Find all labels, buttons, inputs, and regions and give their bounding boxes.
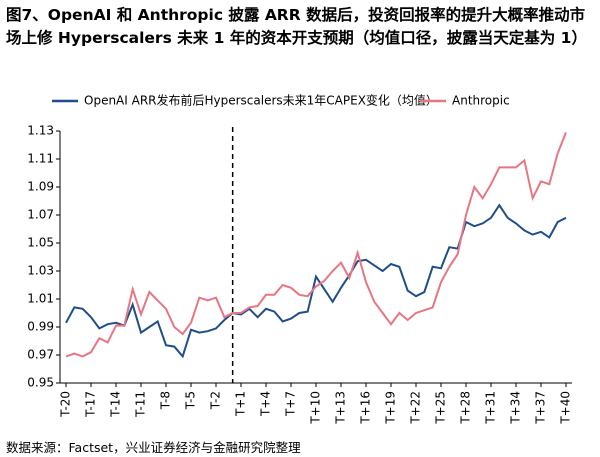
chart-title: 图7、OpenAI 和 Anthropic 披露 ARR 数据后，投资回报率的提… bbox=[6, 6, 587, 47]
x-tick-label: T+19 bbox=[384, 391, 398, 425]
y-tick-label: 1.11 bbox=[27, 152, 54, 166]
x-tick-label: T-11 bbox=[134, 391, 148, 418]
x-tick-label: T+40 bbox=[559, 391, 573, 425]
x-tick-label: T+10 bbox=[309, 391, 323, 425]
x-tick-label: T+16 bbox=[359, 391, 373, 425]
x-tick-label: T-14 bbox=[109, 391, 123, 418]
source-note: 数据来源：Factset，兴业证券经济与金融研究院整理 bbox=[6, 440, 301, 455]
x-tick-label: T-20 bbox=[59, 391, 73, 418]
y-tick-label: 0.95 bbox=[27, 376, 54, 390]
x-tick-label: T+22 bbox=[409, 391, 423, 425]
y-tick-label: 1.07 bbox=[27, 208, 54, 222]
x-tick-label: T+25 bbox=[434, 391, 448, 425]
line-series bbox=[65, 132, 567, 358]
x-tick-label: T+4 bbox=[259, 391, 273, 417]
x-tick-label: T+28 bbox=[459, 391, 473, 425]
legend-label: OpenAI ARR发布前后Hyperscalers未来1年CAPEX变化（均值… bbox=[84, 93, 438, 108]
x-tick-label: T+37 bbox=[534, 391, 548, 425]
legend-label: Anthropic bbox=[452, 94, 510, 108]
x-tick-label: T-8 bbox=[159, 391, 173, 410]
y-tick-label: 1.05 bbox=[27, 236, 54, 250]
x-tick-label: T+7 bbox=[284, 391, 298, 417]
x-tick-label: T-5 bbox=[184, 391, 198, 410]
x-tick-label: T-17 bbox=[84, 391, 98, 418]
y-tick-label: 0.99 bbox=[27, 320, 54, 334]
line-series bbox=[65, 203, 567, 359]
y-tick-label: 1.09 bbox=[27, 180, 54, 194]
y-tick-label: 1.01 bbox=[27, 292, 54, 306]
y-tick-label: 0.97 bbox=[27, 348, 54, 362]
x-tick-label: T+1 bbox=[234, 391, 248, 417]
x-tick-label: T+31 bbox=[484, 391, 498, 425]
y-tick-label: 1.13 bbox=[27, 124, 54, 138]
x-tick-label: T+13 bbox=[334, 391, 348, 425]
x-tick-label: T-2 bbox=[209, 391, 223, 410]
y-tick-label: 1.03 bbox=[27, 264, 54, 278]
x-tick-label: T+34 bbox=[509, 391, 523, 425]
